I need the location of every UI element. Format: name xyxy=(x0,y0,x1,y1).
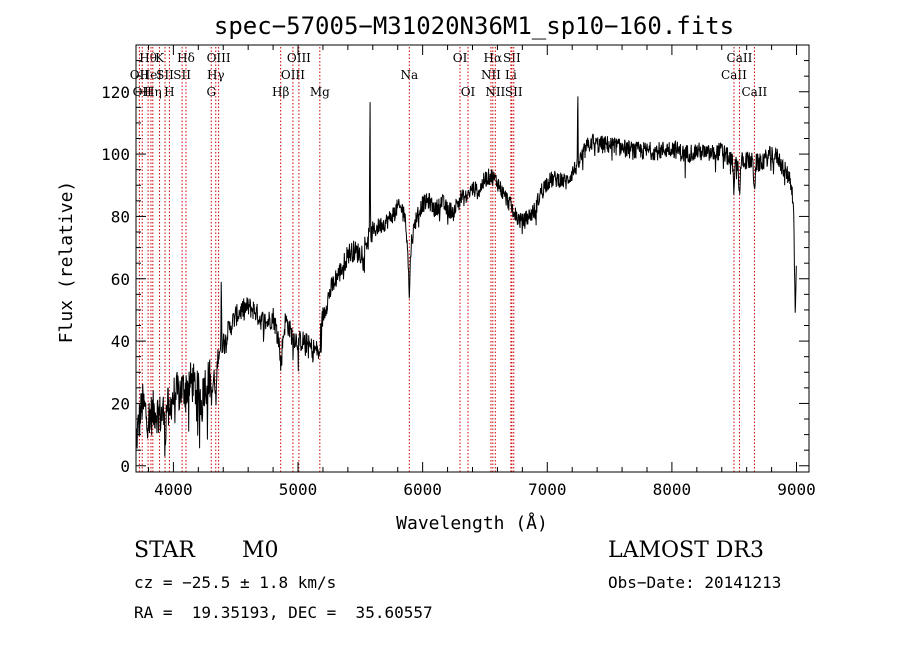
line-marker-label: H xyxy=(164,85,174,99)
line-marker-label: Mg xyxy=(310,85,330,99)
axes-group: 4000 5000 6000 7000 8000 9000 0 20 40 60 80 100 120 xyxy=(101,44,816,499)
line-marker-label: SII xyxy=(173,68,191,82)
spectrum-line xyxy=(135,96,797,457)
object-class-label: STAR xyxy=(134,538,195,563)
line-marker-label: NII xyxy=(485,85,505,99)
x-tick-label: 5000 xyxy=(279,480,318,499)
x-tick-label: 9000 xyxy=(777,480,816,499)
y-tick-label: 80 xyxy=(111,207,130,226)
line-marker-label: SII xyxy=(505,85,523,99)
line-marker-label: CaII xyxy=(727,51,753,65)
redshift-text: cz = −25.5 ± 1.8 km/s xyxy=(134,573,337,592)
line-marker-label: HeI xyxy=(140,68,163,82)
y-tick-label: 60 xyxy=(111,270,130,289)
line-marker-label: OIII xyxy=(281,68,305,82)
line-marker-label: G xyxy=(206,85,216,99)
line-marker-label: Hβ xyxy=(272,85,289,99)
line-marker-label: Li xyxy=(505,68,517,82)
line-marker-label: OII xyxy=(130,68,150,82)
plot-frame xyxy=(135,44,810,473)
line-marker-label: SII xyxy=(156,68,174,82)
y-tick-label: 20 xyxy=(111,394,130,413)
line-marker-label: Hδ xyxy=(177,51,195,65)
y-tick-label: 40 xyxy=(111,332,130,351)
line-marker-label: NII xyxy=(481,68,501,82)
line-marker-label: CaII xyxy=(741,85,767,99)
survey-label: LAMOST DR3 xyxy=(608,538,764,563)
y-axis-label: Flux (relative) xyxy=(56,181,77,344)
line-marker-label: OI xyxy=(453,51,468,65)
coordinates-text: RA = 19.35193, DEC = 35.60557 xyxy=(134,603,433,622)
y-tick-label: 0 xyxy=(120,457,130,476)
y-tick-label: 120 xyxy=(101,83,130,102)
plot-area xyxy=(135,96,797,457)
line-marker-label: K xyxy=(155,51,165,65)
line-marker-label: OIII xyxy=(207,51,231,65)
line-marker-label: Hη xyxy=(144,85,162,99)
x-tick-label: 8000 xyxy=(653,480,692,499)
line-marker-label: CaII xyxy=(721,68,747,82)
x-tick-label: 7000 xyxy=(528,480,567,499)
line-marker-label: Hγ xyxy=(207,68,225,82)
line-marker-label: Na xyxy=(400,68,418,82)
x-axis-label: Wavelength (Å) xyxy=(396,512,548,534)
obs-date-text: Obs−Date: 20141213 xyxy=(608,573,782,592)
object-subclass-label: M0 xyxy=(242,538,279,563)
line-marker-label: OI xyxy=(461,85,476,99)
line-marker-label: Hα xyxy=(484,51,503,65)
line-marker-label: SII xyxy=(503,51,521,65)
x-tick-label: 4000 xyxy=(154,480,193,499)
chart-title: spec−57005−M31020N36M1_sp10−160.fits xyxy=(214,12,734,40)
x-tick-label: 6000 xyxy=(403,480,442,499)
line-marker-label: OIII xyxy=(287,51,311,65)
y-tick-label: 100 xyxy=(101,145,130,164)
